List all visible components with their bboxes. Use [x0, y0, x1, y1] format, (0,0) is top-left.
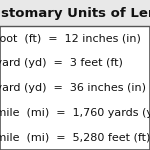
- Text: 1 mile  (mi)  =  1,760 yards (yd): 1 mile (mi) = 1,760 yards (yd): [0, 108, 150, 118]
- Text: Customary Units of Length: Customary Units of Length: [0, 7, 150, 20]
- Text: 1 mile  (mi)  =  5,280 feet (ft): 1 mile (mi) = 5,280 feet (ft): [0, 133, 150, 143]
- Text: 1 foot  (ft)  =  12 inches (in): 1 foot (ft) = 12 inches (in): [0, 34, 141, 44]
- Text: 1 yard (yd)  =  36 inches (in): 1 yard (yd) = 36 inches (in): [0, 83, 146, 93]
- Text: 1 yard (yd)  =  3 feet (ft): 1 yard (yd) = 3 feet (ft): [0, 58, 123, 68]
- Bar: [0, 0, 150, 26]
